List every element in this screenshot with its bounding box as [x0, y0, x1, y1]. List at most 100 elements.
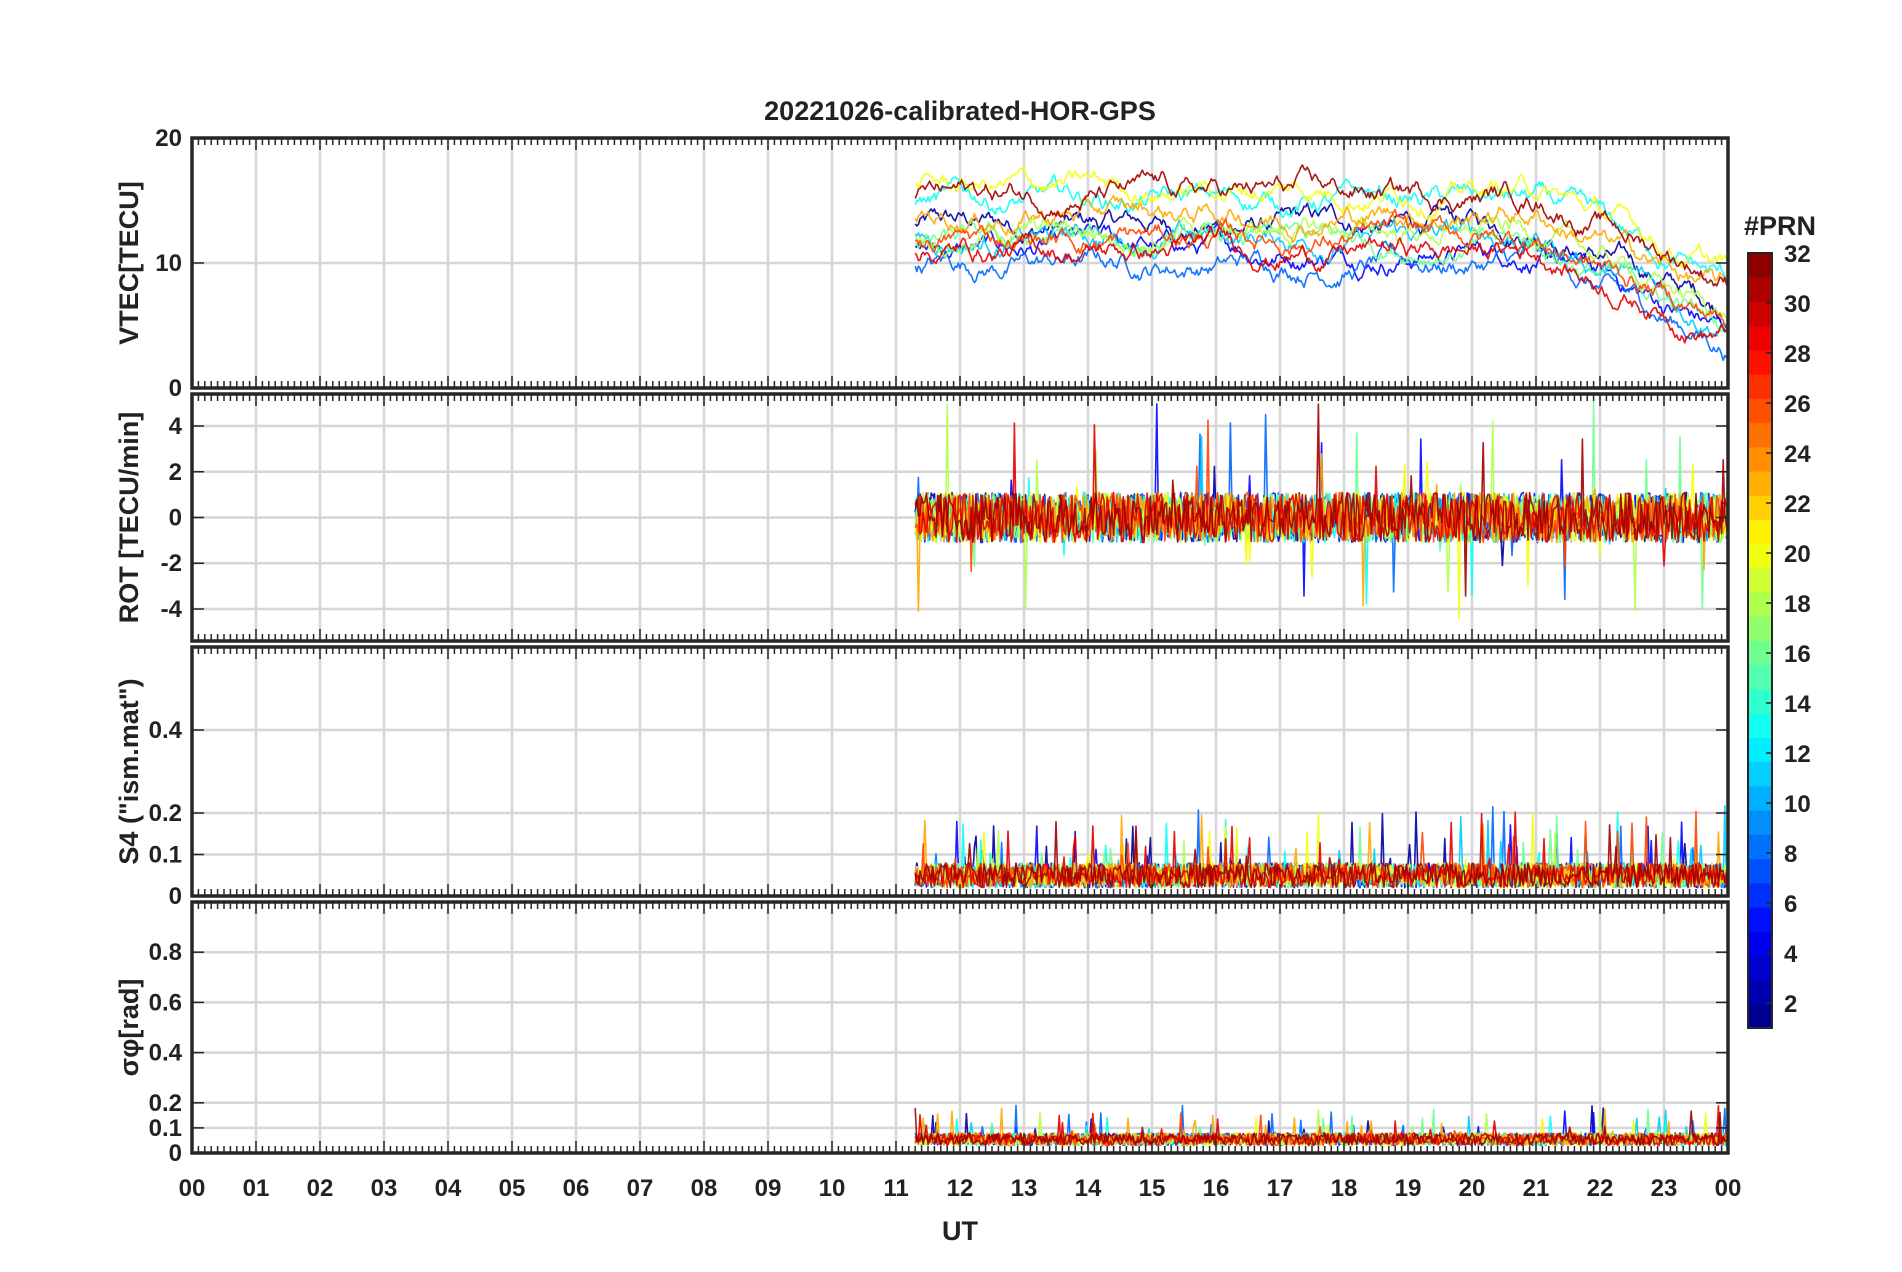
- x-tick-label: 15: [1139, 1175, 1166, 1202]
- colorbar-tick-label: 10: [1784, 791, 1811, 818]
- y-tick-label: 0.4: [149, 1040, 183, 1067]
- x-tick-label: 14: [1075, 1175, 1102, 1202]
- colorbar-segment: [1748, 810, 1772, 835]
- y-axis-label-s4: S4 ("ism.mat"): [114, 678, 144, 864]
- y-tick-label: 2: [169, 459, 182, 486]
- data-group: [914, 400, 1728, 619]
- panel-s4: 0 0.1 0.2 0.4S4 ("ism.mat"): [114, 645, 1730, 910]
- x-tick-label: 23: [1651, 1175, 1678, 1202]
- series-line-prn-18: [914, 216, 1728, 320]
- x-tick-label: 06: [563, 1175, 590, 1202]
- y-tick-label: 0.1: [149, 842, 182, 869]
- colorbar-tick-label: 22: [1784, 491, 1811, 518]
- panel-rot: -4 -2 0 2 4 ROT [TECU/min]: [114, 392, 1730, 643]
- colorbar-segment: [1748, 470, 1772, 496]
- colorbar-tick-label: 20: [1784, 541, 1811, 568]
- x-tick-label: 00: [1715, 1175, 1742, 1202]
- series-line-prn-31: [914, 1108, 1728, 1147]
- colorbar-tick-label: 32: [1784, 241, 1811, 268]
- colorbar-segment: [1748, 349, 1772, 375]
- colorbar-segment: [1748, 277, 1772, 303]
- x-tick-label: 16: [1203, 1175, 1230, 1202]
- colorbar-tick-label: 24: [1784, 441, 1811, 468]
- x-tick-label: 11: [883, 1175, 908, 1202]
- x-tick-label: 22: [1587, 1175, 1614, 1202]
- colorbar-segment: [1748, 834, 1772, 860]
- series-line-prn-29: [914, 811, 1728, 889]
- colorbar-tick-label: 18: [1784, 591, 1811, 618]
- x-tick-label: 19: [1395, 1175, 1422, 1202]
- y-tick-label: 10: [155, 250, 182, 277]
- y-tick-label: 0: [169, 505, 182, 532]
- colorbar-segment: [1748, 398, 1772, 424]
- x-tick-label: 12: [947, 1175, 974, 1202]
- colorbar-segment: [1748, 906, 1772, 932]
- colorbar-segment: [1748, 616, 1772, 642]
- x-tick-label: 13: [1011, 1175, 1038, 1202]
- x-axis-label: UT: [942, 1216, 978, 1246]
- y-tick-label: 0: [169, 375, 182, 402]
- y-axis-label-vtec: VTEC[TECU]: [114, 181, 144, 345]
- colorbar-segment: [1748, 422, 1772, 448]
- series-line-prn-31: [914, 403, 1728, 597]
- x-tick-label: 00: [179, 1175, 206, 1202]
- y-tick-label: 0: [169, 883, 182, 910]
- data-group: [914, 164, 1728, 362]
- x-tick-label: 02: [307, 1175, 334, 1202]
- x-tick-label: 05: [499, 1175, 526, 1202]
- colorbar-tick-label: 12: [1784, 741, 1811, 768]
- y-tick-label: 0: [169, 1140, 182, 1167]
- x-axis: 00 01 02 03 04 05 06 07 08 09 10 11 12 13 14 15 16 17 18 19…: [179, 1175, 1742, 1202]
- panel-sigma: 00.10.2 0.4 0.6 0.8σφ[rad]: [114, 900, 1730, 1167]
- x-tick-label: 20: [1459, 1175, 1486, 1202]
- y-tick-label: 0.1: [149, 1115, 182, 1142]
- y-axis-label-rot: ROT [TECU/min]: [114, 412, 144, 623]
- y-tick-label: 4: [169, 413, 183, 440]
- colorbar-segment: [1748, 253, 1772, 278]
- x-tick-label: 09: [755, 1175, 782, 1202]
- colorbar-segment: [1748, 737, 1772, 763]
- series-line-prn-20: [914, 167, 1728, 269]
- x-tick-label: 10: [819, 1175, 846, 1202]
- series-line-prn-23: [914, 194, 1728, 285]
- y-axis-label-sigma: σφ[rad]: [114, 979, 144, 1077]
- colorbar-segment: [1748, 761, 1772, 787]
- colorbar-tick-label: 6: [1784, 891, 1797, 918]
- colorbar-frame: [1747, 252, 1773, 1029]
- x-tick-label: 18: [1331, 1175, 1358, 1202]
- colorbar-segment: [1748, 713, 1772, 738]
- colorbar-segment: [1748, 882, 1772, 908]
- colorbar-title: #PRN: [1744, 211, 1816, 241]
- colorbar-tick-label: 4: [1784, 941, 1798, 968]
- series-line-prn-29: [914, 422, 1728, 567]
- x-tick-label: 07: [627, 1175, 654, 1202]
- colorbar-segment: [1748, 592, 1772, 617]
- colorbar-tick-label: 16: [1784, 641, 1811, 668]
- series-line-prn-31: [914, 164, 1728, 289]
- y-tick-label: 0.2: [149, 1090, 182, 1117]
- colorbar-segment: [1748, 955, 1772, 981]
- colorbar-segment: [1748, 664, 1772, 690]
- colorbar-segment: [1748, 931, 1772, 956]
- colorbar-segment: [1748, 495, 1772, 521]
- colorbar-segment: [1748, 519, 1772, 545]
- y-tick-label: -4: [161, 596, 183, 623]
- series-line-prn-31: [914, 820, 1728, 889]
- x-tick-label: 17: [1267, 1175, 1294, 1202]
- series-line-prn-26: [914, 208, 1728, 330]
- series-line-prn-26: [914, 1112, 1728, 1147]
- panel-vtec: 0 10 20 VTEC[TECU]: [114, 125, 1730, 402]
- colorbar-tick-label: 14: [1784, 691, 1811, 718]
- x-tick-label: 03: [371, 1175, 398, 1202]
- x-tick-label: 21: [1523, 1175, 1550, 1202]
- y-tick-label: 0.2: [149, 800, 182, 827]
- chart-title: 20221026-calibrated-HOR-GPS: [764, 96, 1156, 126]
- colorbar-segment: [1748, 374, 1772, 399]
- data-group: [914, 1104, 1728, 1147]
- y-tick-label: -2: [161, 550, 182, 577]
- y-tick-label: 0.6: [149, 989, 182, 1016]
- colorbar-segment: [1748, 543, 1772, 569]
